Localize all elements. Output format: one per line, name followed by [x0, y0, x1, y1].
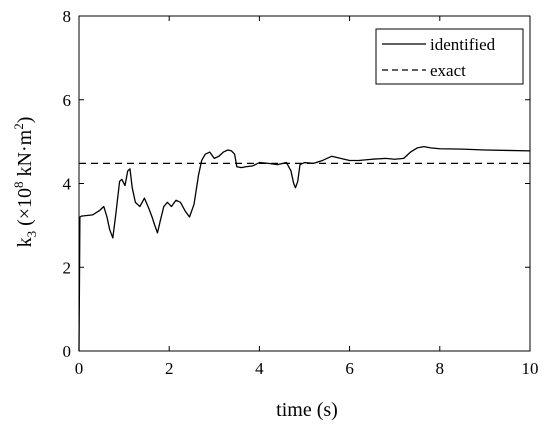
y-tick-label: 2	[63, 258, 72, 277]
legend-label-identified: identified	[430, 35, 496, 54]
x-tick-label: 0	[75, 359, 84, 378]
x-tick-label: 2	[165, 359, 174, 378]
x-axis-label: time (s)	[276, 399, 338, 421]
y-tick-label: 8	[63, 7, 72, 26]
legend: identified exact	[375, 28, 524, 85]
legend-label-exact: exact	[430, 61, 466, 80]
legend-box	[375, 28, 524, 85]
x-tick-label: 4	[255, 359, 264, 378]
axis-ticks: 0 2 4 6 8 10 0 2 4 6 8	[63, 7, 539, 378]
y-tick-label: 0	[63, 342, 72, 361]
series-line-identified	[78, 146, 531, 352]
y-axis-label: k3 (×108 kN·m2)	[11, 117, 39, 248]
y-tick-label: 6	[63, 91, 72, 110]
x-tick-label: 10	[522, 359, 539, 378]
y-tick-label: 4	[63, 175, 72, 194]
x-tick-label: 8	[436, 359, 445, 378]
x-tick-label: 6	[345, 359, 354, 378]
